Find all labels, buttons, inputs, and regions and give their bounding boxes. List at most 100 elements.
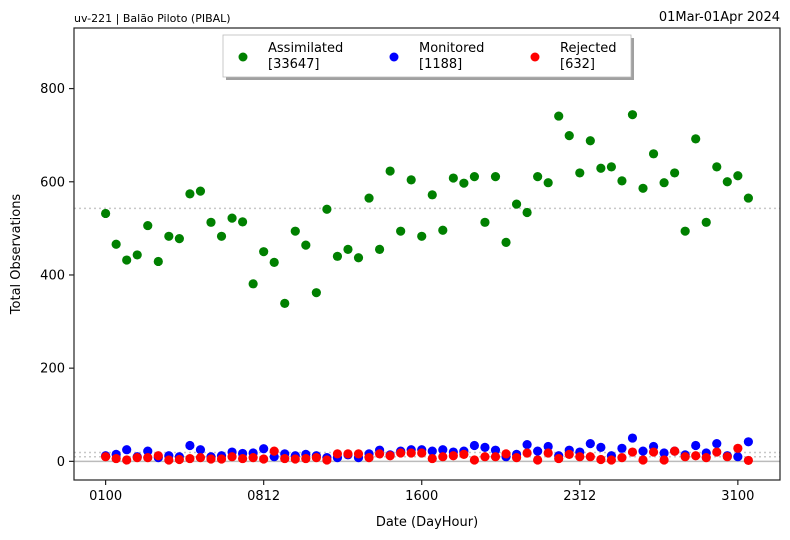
point-rejected: [575, 452, 585, 462]
plot-frame: [73, 27, 781, 481]
point-assimilated: [522, 207, 532, 218]
point-assimilated: [374, 244, 385, 254]
point-assimilated: [216, 231, 227, 241]
point-assimilated: [659, 178, 669, 188]
point-assimilated: [311, 288, 321, 298]
point-rejected: [501, 449, 511, 459]
point-assimilated: [195, 186, 206, 196]
legend-entry-rejected: Rejected [632]: [530, 41, 617, 72]
point-assimilated: [111, 239, 121, 249]
point-assimilated: [227, 213, 237, 223]
legend-label-monitored: Monitored: [419, 41, 484, 56]
point-rejected: [153, 451, 163, 461]
point-rejected: [343, 449, 353, 459]
point-assimilated: [143, 220, 153, 231]
x-tick-label: 1600: [405, 489, 438, 504]
point-assimilated: [248, 279, 258, 289]
point-rejected: [533, 455, 543, 465]
x-axis-label: Date (DayHour): [376, 515, 478, 530]
point-assimilated: [627, 110, 638, 120]
legend-entry-assimilated: Assimilated [33647]: [238, 41, 343, 72]
point-monitored: [427, 446, 437, 456]
point-rejected: [670, 446, 680, 456]
point-assimilated: [585, 136, 595, 146]
point-assimilated: [543, 178, 553, 188]
point-rejected: [237, 453, 248, 464]
point-assimilated: [185, 189, 195, 199]
point-monitored: [259, 444, 269, 454]
x-tick-label: 0100: [89, 489, 122, 504]
header-right: 01Mar-01Apr 2024: [659, 10, 780, 25]
point-assimilated: [290, 226, 300, 236]
point-rejected: [617, 453, 627, 463]
point-rejected: [406, 448, 416, 458]
point-rejected: [701, 453, 711, 463]
point-monitored: [691, 440, 701, 451]
point-assimilated: [301, 240, 311, 250]
point-assimilated: [280, 298, 290, 308]
point-rejected: [132, 453, 142, 463]
point-rejected: [143, 453, 153, 463]
header-left: uv-221 | Balão Piloto (PIBAL): [74, 12, 231, 25]
point-rejected: [469, 455, 480, 465]
point-assimilated: [153, 256, 163, 267]
point-assimilated: [480, 217, 490, 227]
point-rejected: [174, 454, 184, 465]
point-assimilated: [533, 172, 543, 182]
point-assimilated: [680, 226, 690, 236]
point-assimilated: [691, 134, 701, 144]
x-tick-label: 2312: [563, 489, 596, 504]
point-rejected: [733, 443, 743, 453]
point-assimilated: [606, 162, 617, 172]
point-assimilated: [617, 176, 627, 186]
point-monitored: [185, 440, 195, 451]
point-rejected: [691, 451, 701, 461]
point-monitored: [585, 439, 595, 449]
point-rejected: [585, 452, 595, 462]
point-rejected: [216, 454, 227, 464]
point-monitored: [195, 445, 206, 455]
point-rejected: [448, 451, 458, 461]
legend-count-rejected: [632]: [560, 57, 595, 72]
point-rejected: [195, 453, 206, 463]
point-monitored: [522, 439, 532, 450]
point-assimilated: [322, 204, 332, 214]
point-rejected: [269, 446, 279, 456]
point-assimilated: [174, 234, 184, 244]
point-monitored: [122, 445, 132, 455]
point-monitored: [712, 439, 722, 449]
point-assimilated: [459, 178, 469, 188]
point-rejected: [396, 448, 406, 458]
point-assimilated: [670, 168, 680, 178]
point-rejected: [722, 452, 732, 462]
point-rejected: [185, 453, 195, 464]
point-assimilated: [743, 193, 753, 203]
point-rejected: [459, 449, 469, 459]
x-tick-label: 3100: [721, 489, 754, 504]
y-tick-label: 0: [57, 455, 65, 470]
legend: Assimilated [33647] Monitored [1188] Rej…: [222, 34, 634, 80]
point-rejected: [417, 448, 427, 458]
point-assimilated: [332, 251, 343, 261]
y-axis: 0 200 400 600 800: [40, 82, 74, 470]
point-monitored: [659, 448, 669, 458]
point-monitored: [480, 442, 490, 452]
point-rejected: [280, 453, 290, 464]
point-rejected: [606, 455, 617, 465]
legend-label-rejected: Rejected: [560, 41, 617, 56]
point-rejected: [301, 453, 311, 464]
x-axis: 0100 0812 1600 2312 3100: [89, 480, 754, 504]
point-monitored: [627, 433, 638, 443]
point-monitored: [596, 442, 606, 452]
legend-count-assimilated: [33647]: [268, 57, 320, 72]
point-assimilated: [164, 231, 174, 241]
point-monitored: [469, 440, 480, 451]
point-rejected: [353, 449, 364, 459]
point-rejected: [290, 454, 300, 464]
point-monitored: [617, 443, 627, 453]
point-rejected: [659, 455, 669, 465]
point-monitored: [638, 446, 648, 456]
point-rejected: [438, 452, 448, 462]
point-rejected: [564, 449, 574, 459]
point-rejected: [259, 454, 269, 464]
